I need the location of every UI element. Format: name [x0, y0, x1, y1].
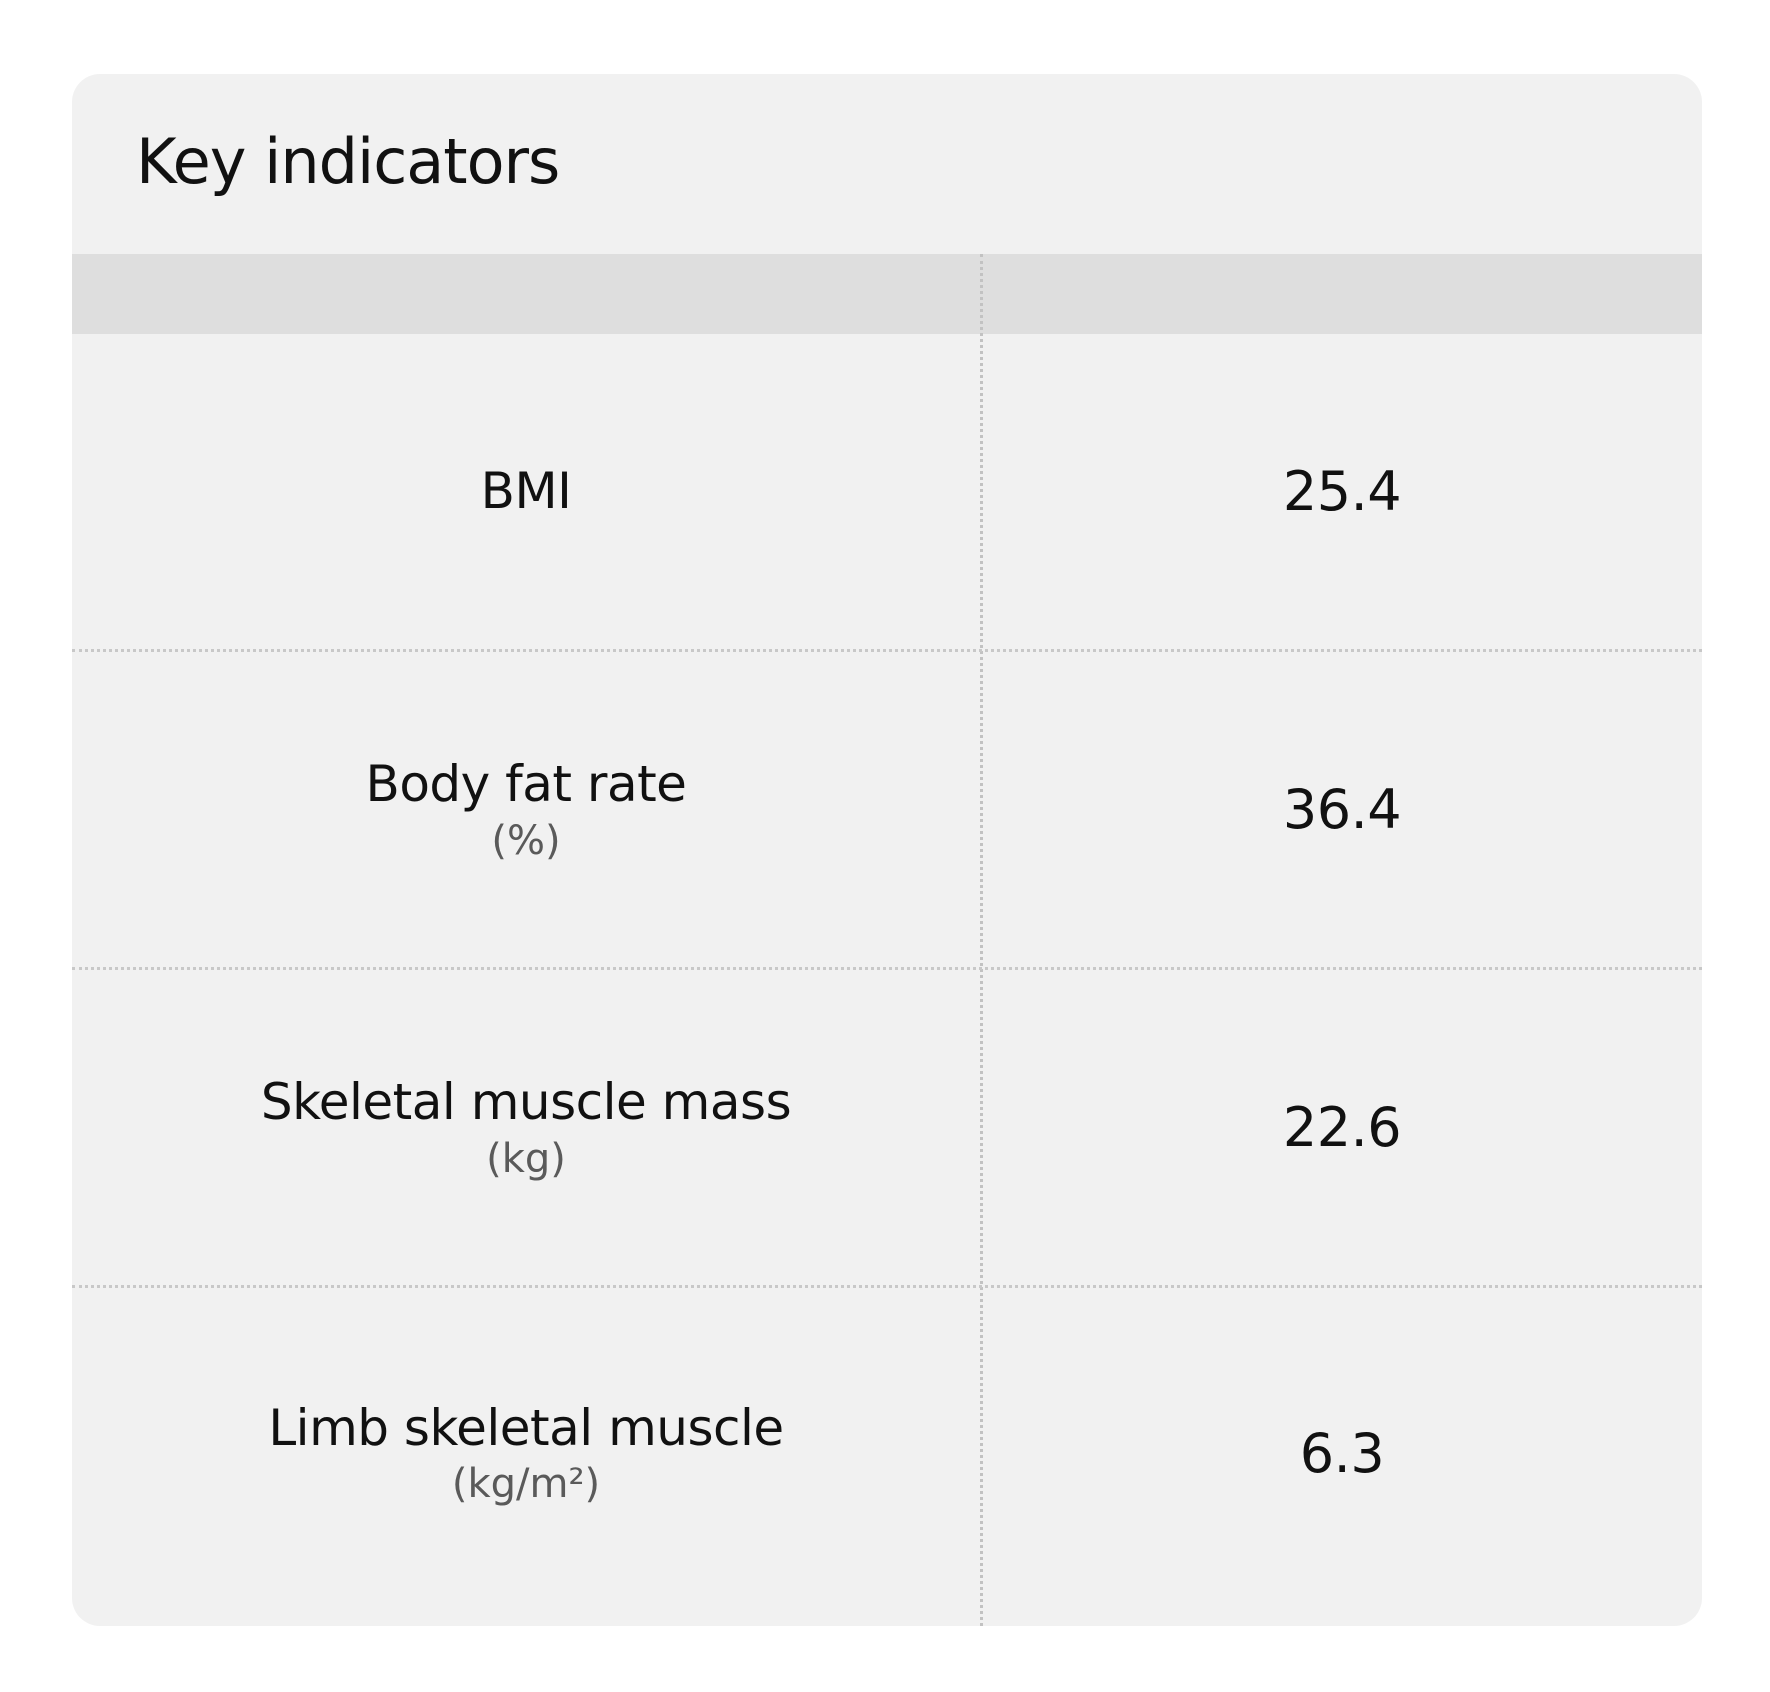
indicators-table: BMI 25.4 Body fat rate (%) 36.4 Skeletal… — [72, 254, 1702, 1626]
column-divider — [980, 254, 983, 1626]
indicator-label: Body fat rate — [365, 755, 687, 814]
header-cell-label — [72, 254, 980, 334]
indicator-label: BMI — [480, 462, 572, 521]
indicator-value: 25.4 — [1282, 460, 1402, 523]
row-label-cell: Skeletal muscle mass (kg) — [72, 970, 980, 1285]
table-row-skeletal-muscle-mass: Skeletal muscle mass (kg) 22.6 — [72, 970, 1702, 1288]
key-indicators-card: Key indicators BMI 25.4 Body fat rate (%… — [72, 74, 1702, 1626]
indicator-label: Limb skeletal muscle — [268, 1398, 784, 1457]
row-label-cell: BMI — [72, 334, 980, 649]
table-body: BMI 25.4 Body fat rate (%) 36.4 Skeletal… — [72, 334, 1702, 1618]
table-header — [72, 254, 1702, 334]
header-cell-value — [982, 254, 1702, 334]
indicator-unit: (kg/m²) — [451, 1461, 601, 1508]
table-row-body-fat-rate: Body fat rate (%) 36.4 — [72, 652, 1702, 970]
row-label-cell: Limb skeletal muscle (kg/m²) — [72, 1288, 980, 1618]
table-row-bmi: BMI 25.4 — [72, 334, 1702, 652]
row-value-cell: 36.4 — [982, 652, 1702, 967]
row-label-cell: Body fat rate (%) — [72, 652, 980, 967]
indicator-label: Skeletal muscle mass — [260, 1073, 792, 1132]
card-title: Key indicators — [136, 125, 560, 198]
indicator-unit: (kg) — [486, 1135, 566, 1182]
indicator-value: 36.4 — [1282, 778, 1402, 841]
row-value-cell: 25.4 — [982, 334, 1702, 649]
table-row-limb-skeletal-muscle: Limb skeletal muscle (kg/m²) 6.3 — [72, 1288, 1702, 1618]
indicator-unit: (%) — [491, 817, 561, 864]
indicator-value: 22.6 — [1282, 1096, 1402, 1159]
row-value-cell: 6.3 — [982, 1288, 1702, 1618]
row-value-cell: 22.6 — [982, 970, 1702, 1285]
indicator-value: 6.3 — [1299, 1421, 1385, 1485]
